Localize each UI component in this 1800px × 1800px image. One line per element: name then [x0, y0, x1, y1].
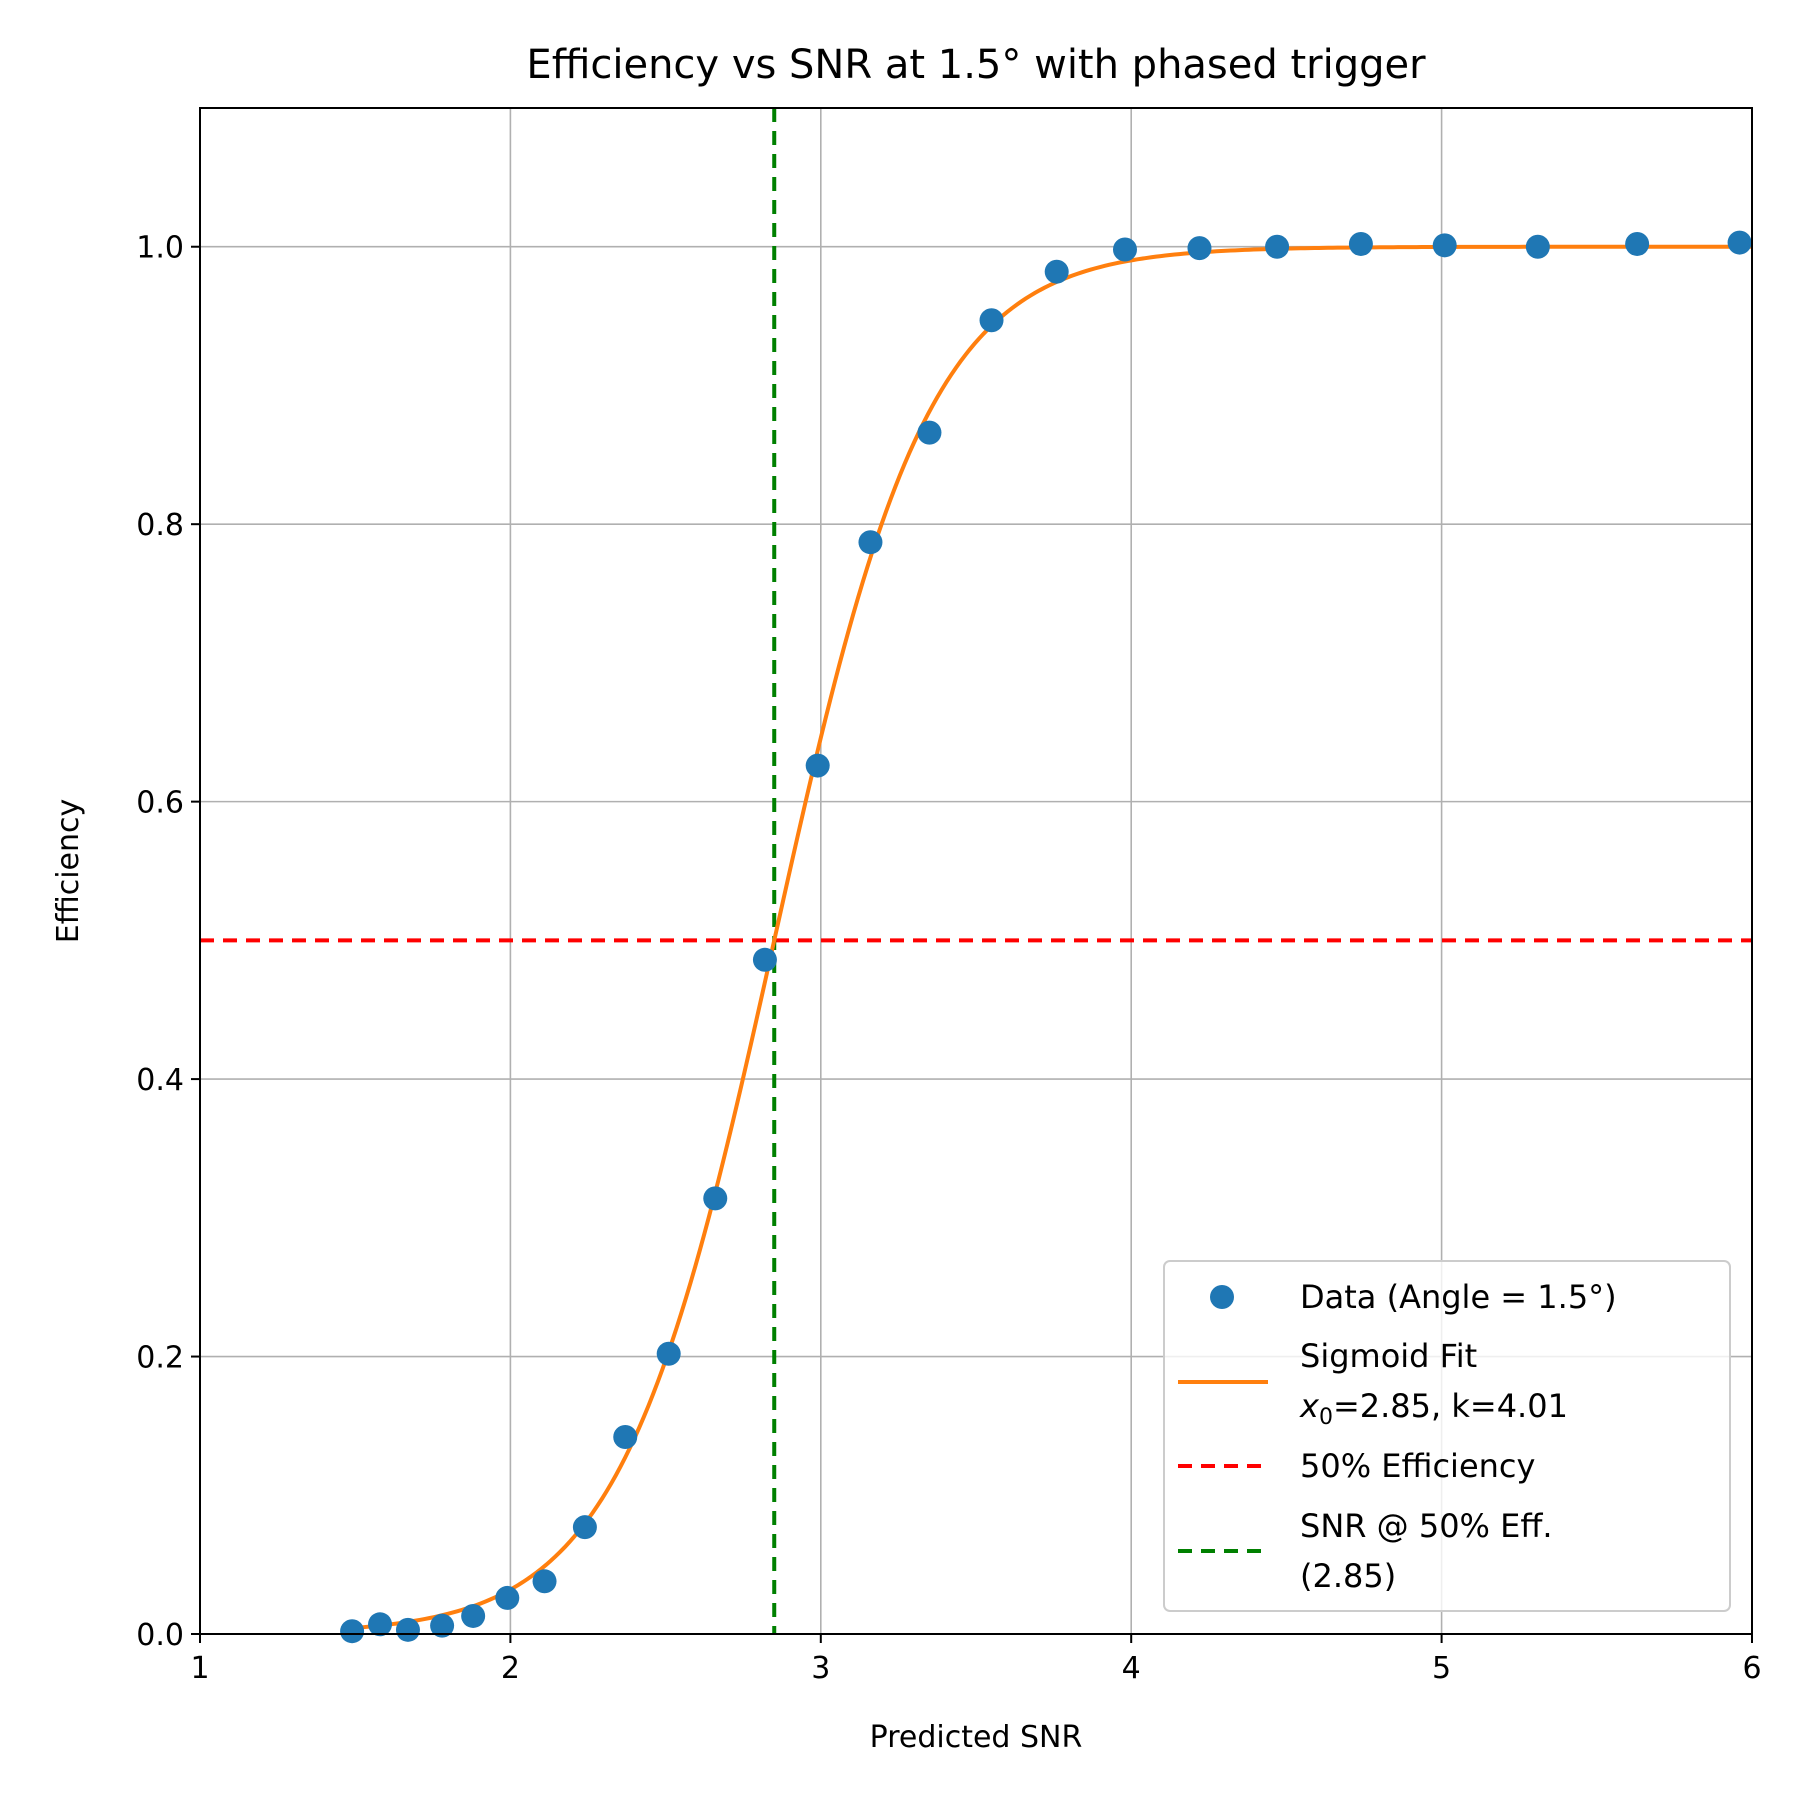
data-point — [1112, 237, 1137, 262]
y-axis-label: Efficiency — [51, 799, 86, 944]
data-point — [495, 1585, 520, 1610]
legend-label-vline: SNR @ 50% Eff. — [1300, 1507, 1553, 1545]
data-point — [1348, 231, 1373, 256]
data-point — [858, 530, 883, 555]
data-point — [752, 947, 777, 972]
fit-param-rest: =2.85, k=4.01 — [1333, 1387, 1568, 1425]
x-tick-label: 1 — [190, 1651, 209, 1686]
x-tick-label: 4 — [1122, 1651, 1141, 1686]
data-point — [1432, 233, 1457, 258]
data-point — [703, 1186, 728, 1211]
x-tick-label: 2 — [501, 1651, 520, 1686]
y-tick-label: 0.4 — [136, 1063, 184, 1098]
legend-box — [1163, 1260, 1731, 1612]
data-point — [572, 1515, 597, 1540]
legend-label-hline: 50% Efficiency — [1300, 1447, 1535, 1485]
x-axis-label: Predicted SNR — [870, 1720, 1083, 1755]
data-point — [917, 420, 942, 445]
y-tick-label: 0.2 — [136, 1341, 184, 1376]
y-tick-label: 0.8 — [136, 508, 184, 543]
x-tick-label: 5 — [1432, 1651, 1451, 1686]
legend: Data (Angle = 1.5°) Sigmoid Fit x0=2.85,… — [1163, 1260, 1731, 1612]
data-point — [430, 1613, 455, 1638]
fit-param-symbol: x — [1299, 1387, 1320, 1425]
grid — [199, 108, 1753, 1635]
chart-title: Efficiency vs SNR at 1.5° with phased tr… — [526, 42, 1426, 88]
data-point — [613, 1425, 638, 1450]
data-point — [656, 1341, 681, 1366]
data-point — [461, 1603, 486, 1628]
data-point — [805, 753, 830, 778]
data-point — [1265, 234, 1290, 259]
x-tick-label: 6 — [1742, 1651, 1761, 1686]
data-point — [1625, 231, 1650, 256]
data-point — [1187, 236, 1212, 261]
reference-lines — [200, 108, 1752, 1634]
legend-label-fit: Sigmoid Fit — [1300, 1337, 1477, 1375]
data-point — [340, 1619, 365, 1644]
legend-label-fit-params: x0=2.85, k=4.01 — [1299, 1387, 1568, 1430]
legend-label-vline-value: (2.85) — [1300, 1557, 1396, 1595]
plot-frame — [199, 107, 1753, 1635]
x-tick-label: 3 — [811, 1651, 830, 1686]
data-point — [1727, 230, 1752, 255]
fit-param-subscript: 0 — [1319, 1405, 1333, 1430]
legend-label-data: Data (Angle = 1.5°) — [1300, 1278, 1617, 1316]
data-point — [1525, 234, 1550, 259]
y-tick-label: 1.0 — [136, 231, 184, 266]
data-point — [532, 1569, 557, 1594]
axis-ticks: 1 2 3 4 5 6 0.0 0.2 0.4 0.6 0.8 1.0 — [136, 231, 1761, 1686]
data-point — [979, 308, 1004, 333]
data-point — [395, 1617, 420, 1642]
data-markers — [340, 230, 1752, 1644]
y-tick-label: 0.0 — [136, 1618, 184, 1653]
data-point — [1044, 259, 1069, 284]
data-point — [368, 1612, 393, 1637]
legend-marker-data — [1210, 1285, 1234, 1309]
y-tick-label: 0.6 — [136, 786, 184, 821]
